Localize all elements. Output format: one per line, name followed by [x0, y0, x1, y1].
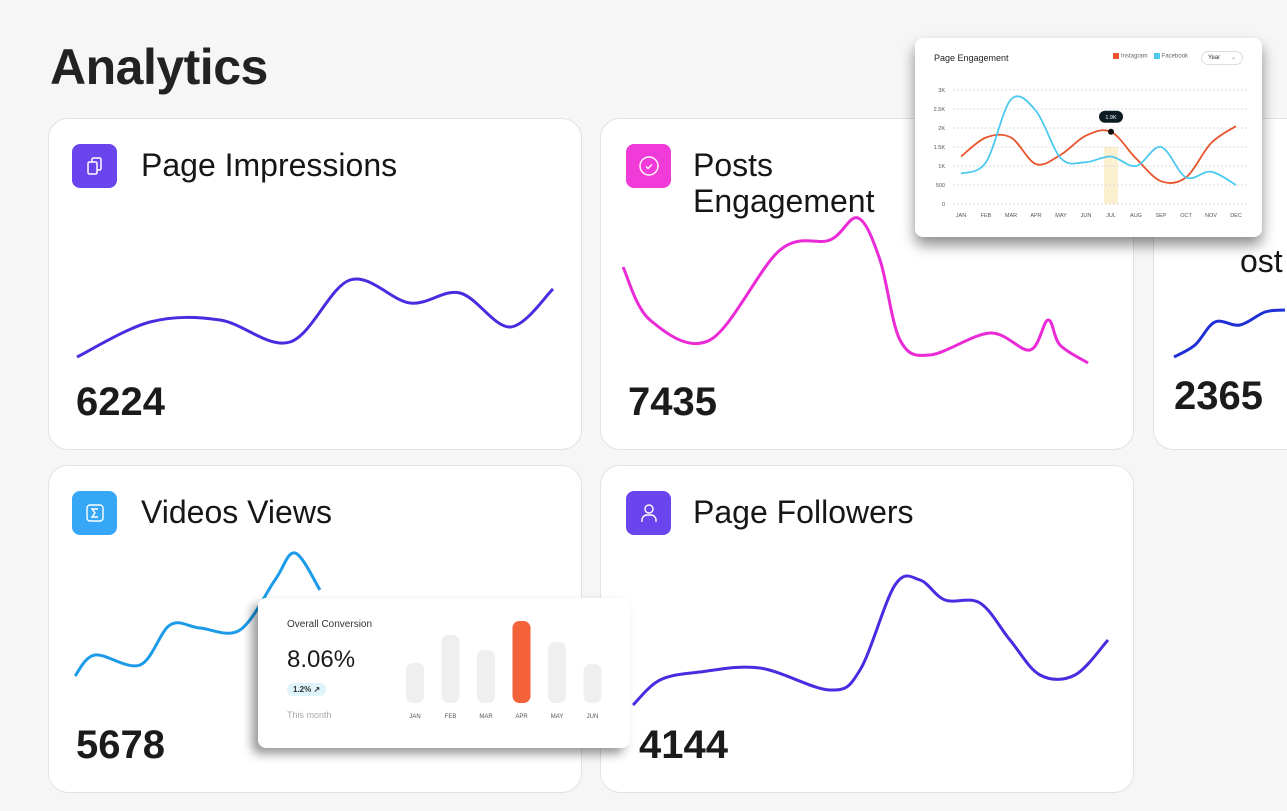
bar-jan[interactable] [406, 663, 424, 703]
y-tick-label: 2K [938, 126, 945, 132]
card-value: 6224 [76, 380, 165, 424]
legend-label: Instagram [1121, 53, 1148, 60]
x-tick-label: JAN [956, 213, 966, 219]
bar-may[interactable] [548, 642, 566, 703]
bar-label: JUN [587, 714, 599, 720]
tooltip-text: 1.9K [1105, 115, 1117, 121]
y-tick-label: 2.5K [934, 107, 946, 113]
legend: Instagram Facebook [1113, 53, 1188, 60]
user-icon [626, 491, 671, 535]
sigma-icon [72, 491, 117, 535]
period-select[interactable]: Year ⌄ [1201, 51, 1243, 65]
series-line-instagram [960, 125, 1237, 184]
x-tick-label: AUG [1130, 213, 1142, 219]
card-value: 5678 [76, 723, 165, 767]
period-label: This month [287, 710, 332, 720]
engagement-chart: 0 500 1K 1.5K 2K 2.5K 3K JAN FEB MAR APR MAY JUN JUL A… [934, 88, 1247, 219]
card-value: 7435 [628, 380, 717, 424]
series-line-facebook [960, 95, 1237, 186]
badge-text: 1.2% [293, 685, 312, 694]
bar-label: MAR [479, 714, 493, 720]
conversion-chart: JAN FEB MAR APR MAY JUN [406, 621, 602, 720]
x-tick-label: NOV [1205, 213, 1217, 219]
conversion-value: 8.06% [287, 646, 356, 673]
y-tick-label: 1K [938, 164, 945, 170]
card-value: 4144 [639, 723, 728, 767]
bar-label: APR [515, 714, 528, 720]
legend-label: Facebook [1161, 53, 1189, 60]
card-title: Page Impressions [141, 147, 398, 183]
bar-jun[interactable] [583, 664, 602, 703]
card-title: Videos Views [141, 494, 332, 530]
bar-label: FEB [445, 714, 457, 720]
arrow-up-right-icon: ↗ [313, 685, 321, 694]
select-value: Year [1208, 55, 1221, 61]
x-tick-label: DEC [1230, 213, 1242, 219]
x-tick-label: FEB [981, 213, 992, 219]
bar-label: JAN [409, 714, 420, 720]
bar-mar[interactable] [477, 650, 495, 703]
highlight-point[interactable] [1108, 128, 1114, 135]
x-tick-label: SEP [1155, 213, 1166, 219]
page-title: Analytics [50, 39, 268, 95]
card-page-followers[interactable]: Page Followers 4144 [600, 465, 1134, 793]
legend-facebook[interactable]: Facebook [1153, 53, 1189, 60]
document-copy-icon [72, 144, 117, 188]
chevron-down-icon: ⌄ [1230, 55, 1236, 61]
card-title: Posts Engagement [693, 147, 875, 219]
page-engagement-widget: Page Engagement Instagram Facebook Year ⌄… [915, 38, 1262, 237]
legend-instagram[interactable]: Instagram [1113, 53, 1148, 60]
bar-feb[interactable] [441, 635, 460, 703]
x-tick-label: MAY [1055, 213, 1067, 219]
x-tick-label: JUL [1106, 213, 1116, 219]
y-tick-label: 500 [936, 183, 945, 189]
highlight-band [1104, 147, 1118, 204]
x-tick-label: MAR [1005, 213, 1017, 219]
card-value: 2365 [1174, 374, 1263, 418]
bar-apr[interactable] [512, 621, 531, 703]
x-tick-label: OCT [1180, 213, 1192, 219]
bar-label: MAY [551, 714, 564, 720]
card-page-impressions[interactable]: Page Impressions 6224 [48, 118, 582, 450]
conversion-title: Overall Conversion [287, 619, 373, 630]
card-title: Page Followers [693, 494, 914, 530]
y-tick-label: 0 [942, 202, 945, 208]
tooltip [1099, 110, 1123, 123]
engagement-title: Page Engagement [934, 53, 1009, 63]
change-badge: 1.2% ↗ [287, 683, 327, 696]
check-circle-icon [626, 144, 671, 188]
x-tick-label: APR [1030, 213, 1041, 219]
x-tick-label: JUN [1081, 213, 1092, 219]
overall-conversion-widget: Overall Conversion 8.06% 1.2% ↗ This mon… [258, 598, 630, 748]
card-title: ost [1240, 243, 1283, 279]
y-tick-label: 1.5K [934, 145, 946, 151]
y-tick-label: 3K [938, 88, 945, 94]
